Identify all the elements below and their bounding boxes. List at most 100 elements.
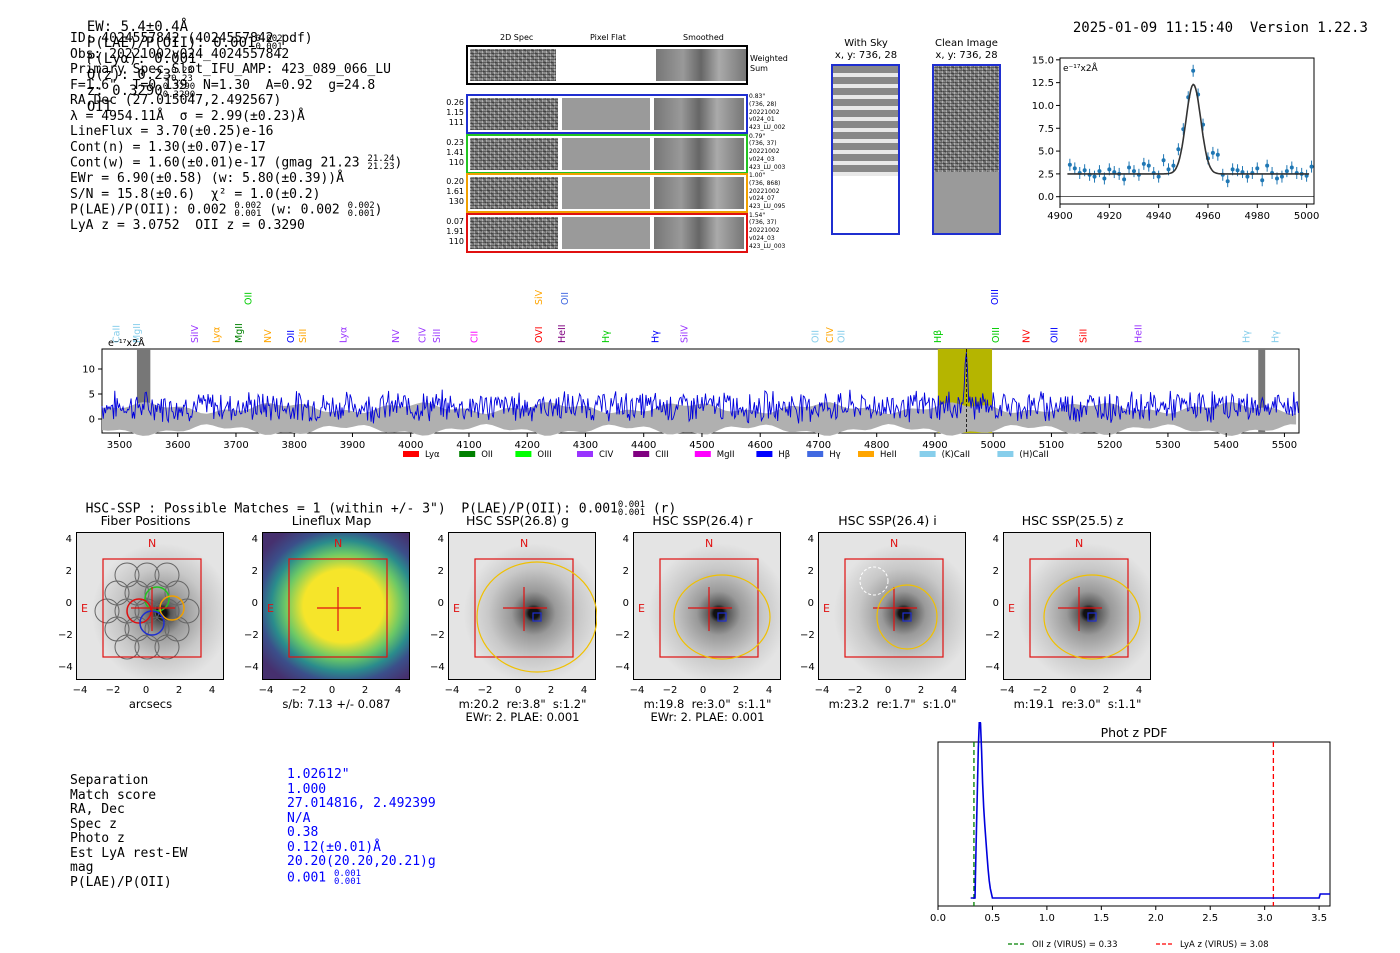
full-legend-swatch (633, 451, 650, 457)
line-label: OII (244, 292, 255, 305)
full-legend-swatch (807, 451, 824, 457)
full-x-tick-label: 3700 (223, 440, 248, 451)
hsc-x-tick-label: −2 (291, 685, 307, 696)
full-x-tick-label: 4100 (456, 440, 481, 451)
hsc-x-tick-label: 0 (1069, 685, 1077, 696)
hsc-panel-title: HSC SSP(26.8) g (466, 513, 569, 528)
cutout-row-stat: 0.20 (446, 177, 464, 186)
line-label-text: Lyα (212, 327, 223, 343)
hsc-y-tick-label: 4 (622, 534, 629, 545)
hsc-y-tick-label: 4 (992, 534, 999, 545)
info-plae-text: P(LAE)/P(OII): 0.002 (70, 202, 227, 218)
hsc-y-tick-label: 2 (437, 566, 444, 577)
zoom-data-point (1230, 167, 1235, 172)
match-labels: Separation Match score RA, Dec Spec z Ph… (70, 773, 188, 890)
hsc-east-label: E (638, 602, 645, 615)
zoom-y-tick-label: 0.0 (1038, 192, 1054, 203)
hsc-x-tick-label: 0 (699, 685, 707, 696)
cutout-row-info-line: 20221002 (749, 108, 780, 116)
line-label: OIII (990, 289, 1001, 305)
hsc-panel-title: HSC SSP(26.4) r (652, 513, 753, 528)
full-legend-label: Lyα (425, 450, 440, 460)
zoom-data-point (1289, 165, 1294, 170)
full-x-tick-label: 3900 (340, 440, 365, 451)
hsc-y-tick-label: 4 (251, 534, 258, 545)
cutout-row-stat: 0.23 (446, 137, 464, 147)
full-legend-label: (K)CaII (942, 450, 970, 460)
hsc-x-tick-label: −4 (629, 685, 645, 696)
hsc-source-ellipse (1043, 574, 1141, 660)
hsc-header: HSC-SSP : Possible Matches = 1 (within +… (70, 486, 677, 518)
cutout-row-info-line: v024_01 (749, 116, 775, 124)
cutout-row-stat: 1.41 (446, 147, 464, 157)
hsc-east-label: E (823, 602, 830, 615)
line-label: OIII (991, 327, 1002, 343)
header-z-dn: 0.3290 (162, 90, 196, 100)
line-label: HeII (557, 324, 568, 343)
cutout-row-1 (466, 94, 748, 134)
hsc-source-marker (532, 612, 542, 622)
full-y-unit: e⁻¹⁷x2Å (108, 337, 145, 349)
info-primary: Primary Spec_Slot_IFU_AMP: 423_089_066_L… (70, 62, 391, 77)
hsc-y-tick-label: 0 (437, 598, 444, 609)
hsc-y-tick-label: −2 (985, 630, 1000, 641)
hsc-panel-title: HSC SSP(25.5) z (1021, 513, 1124, 528)
match-label-lya-ew: Est LyA rest-EW (70, 845, 188, 861)
zoom-data-point (1215, 152, 1220, 157)
zoom-y-tick-label: 12.5 (1032, 78, 1054, 89)
match-value-mag: 20.20(20.20,20.21)g (287, 854, 436, 869)
zoom-x-tick-label: 4960 (1195, 211, 1220, 222)
fiber-highlight-circle (144, 586, 170, 612)
line-label-text: Hγ (1271, 330, 1282, 343)
header-plya: P(Lyα): 0.001 (86, 51, 197, 67)
full-y-tick-label: 5 (89, 390, 95, 401)
fiber-circle (94, 598, 120, 624)
hsc-panel-title: HSC SSP(26.4) i (838, 513, 937, 528)
cutout-row-info-line: 20221002 (749, 148, 780, 156)
zoom-data-point (1092, 174, 1097, 179)
match-value-plae-dn: 0.001 (333, 876, 362, 887)
hsc-x-tick-label: 0 (884, 685, 892, 696)
cutout-row-info-line: 423_LU_003 (749, 163, 786, 171)
full-noise-band (102, 402, 1297, 436)
line-label: SiIV (190, 325, 201, 343)
zoom-data-point (1067, 162, 1072, 167)
zoom-data-point (1309, 164, 1314, 169)
hsc-aperture-box (102, 558, 202, 658)
match-label-plae: P(LAE)/P(OII) (70, 874, 172, 890)
line-label-text: Hβ (933, 330, 944, 343)
hsc-x-tick-label: −2 (105, 685, 121, 696)
zoom-data-point (1235, 168, 1240, 173)
header-timestamp: 2025-01-09 11:15:40 (1072, 20, 1234, 36)
clean-image-flat (934, 172, 999, 233)
hsc-y-tick-label: 2 (992, 566, 999, 577)
zoom-data-point (1156, 174, 1161, 179)
with-sky-blank (833, 176, 898, 233)
line-label: MgII (132, 323, 143, 343)
full-legend-label: CIII (655, 450, 668, 460)
zoom-data-point (1131, 169, 1136, 174)
hsc-y-tick-label: 0 (992, 598, 999, 609)
zoom-data-point (1072, 166, 1077, 171)
cutout-row-smoothed (654, 177, 744, 209)
zoom-y-tick-label: 10.0 (1032, 101, 1054, 112)
cutout-row-info-line: 0.83" (749, 93, 766, 100)
zoom-data-point (1122, 177, 1127, 182)
zoom-x-tick-label: 5000 (1294, 211, 1319, 222)
zoom-y-tick-label: 2.5 (1038, 169, 1054, 180)
photz-x-tick-label: 1.5 (1093, 913, 1109, 924)
cutout-row-2dspec (470, 216, 558, 249)
hsc-north-label: N (334, 537, 342, 550)
photz-x-tick-label: 1.0 (1039, 913, 1055, 924)
header-z: z: 0.3290 (86, 83, 163, 99)
cutout-row-info-line: (736, 28) (749, 100, 777, 108)
zoom-data-point (1191, 68, 1196, 73)
photz-x-tick-label: 2.0 (1148, 913, 1164, 924)
line-label: SiII (298, 329, 309, 343)
with-sky-sub: x, y: 736, 28 (834, 50, 898, 61)
hsc-panel-overlay: NE (1008, 537, 1141, 660)
hsc-x-tick-label: 4 (580, 685, 588, 696)
cutout-row-pixelflat (562, 177, 650, 209)
